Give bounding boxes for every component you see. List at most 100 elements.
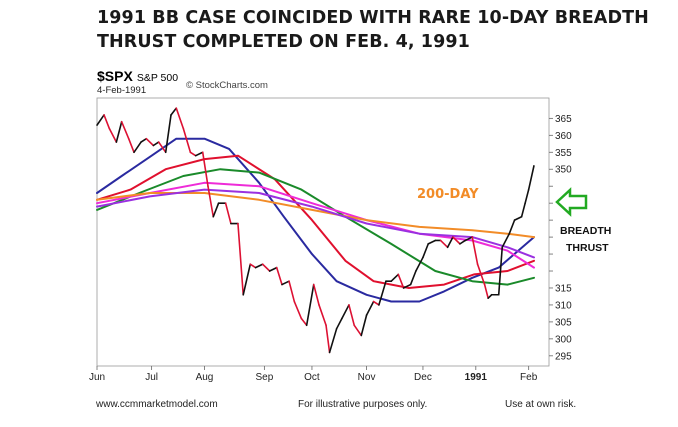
x-tick-label: Dec xyxy=(414,372,432,383)
footer-risk: Use at own risk. xyxy=(505,399,577,410)
price-segment xyxy=(365,300,375,316)
footer-website: www.ccmmarketmodel.com xyxy=(96,399,218,410)
price-segment xyxy=(224,202,232,225)
ma200-label: 200-DAY xyxy=(417,187,479,202)
x-tick-label: Aug xyxy=(196,372,214,383)
price-segment xyxy=(175,107,185,130)
price-segment xyxy=(397,273,405,289)
price-segment xyxy=(120,120,130,140)
plot-frame xyxy=(96,97,550,367)
price-segment xyxy=(96,114,105,126)
price-segment xyxy=(501,232,511,249)
price-segment xyxy=(268,266,278,272)
price-segment xyxy=(348,304,356,327)
price-segment xyxy=(328,327,338,354)
y-tick-label: 310 xyxy=(555,300,572,311)
price-segment xyxy=(409,270,417,286)
price-segment xyxy=(372,300,380,306)
price-segment xyxy=(527,165,535,191)
price-segment xyxy=(140,137,148,143)
price-segment xyxy=(459,239,467,245)
price-segment xyxy=(427,239,437,245)
price-segment xyxy=(145,137,155,147)
price-segment xyxy=(524,188,530,204)
headline-line-2: THRUST COMPLETED ON FEB. 4, 1991 xyxy=(97,32,470,52)
y-tick-label: 360 xyxy=(555,131,572,142)
price-segment xyxy=(115,120,123,143)
price-segment xyxy=(446,236,454,249)
price-segment xyxy=(464,236,474,242)
moving-average-line xyxy=(96,137,535,303)
x-tick-label: Jun xyxy=(89,372,105,383)
price-segment xyxy=(513,215,523,221)
price-segment xyxy=(170,107,178,116)
price-segment xyxy=(103,114,111,130)
price-segment xyxy=(261,263,271,272)
y-axis: 295 300 305 310 315 350 355 360 365 xyxy=(549,114,572,362)
footer-disclaimer: For illustrative purposes only. xyxy=(298,399,428,410)
price-segment xyxy=(157,141,167,154)
breadth-label: BREADTH xyxy=(560,225,611,237)
price-segment xyxy=(415,256,424,272)
moving-average-line xyxy=(96,181,535,269)
price-segment xyxy=(164,114,172,154)
price-segment xyxy=(471,236,479,266)
x-tick-label: Sep xyxy=(255,372,273,383)
breadth-thrust-arrow-icon xyxy=(555,187,588,217)
price-series xyxy=(96,107,535,354)
symbol-ticker: $SPX xyxy=(97,68,133,84)
thrust-label: THRUST xyxy=(566,242,609,254)
price-segment xyxy=(325,324,331,354)
price-segment xyxy=(390,273,400,282)
price-segment xyxy=(487,293,493,299)
price-segment xyxy=(133,141,142,154)
price-segment xyxy=(242,263,252,296)
price-segment xyxy=(237,222,245,296)
price-segment xyxy=(422,243,430,259)
price-segment xyxy=(439,239,449,249)
price-segment xyxy=(189,151,197,157)
moving-average-line xyxy=(96,168,535,286)
price-segment xyxy=(341,304,350,320)
symbol-name: S&P 500 xyxy=(136,72,179,84)
price-segment xyxy=(508,219,516,235)
y-tick-label: 300 xyxy=(555,334,572,345)
x-tick-label: 1991 xyxy=(465,372,488,383)
price-segment xyxy=(182,127,192,154)
x-tick-label: Feb xyxy=(520,372,538,383)
price-segment xyxy=(312,283,320,306)
price-segment xyxy=(378,280,387,306)
price-segment xyxy=(318,304,327,327)
headline-line-1: 1991 BB CASE COINCIDED WITH RARE 10-DAY … xyxy=(97,8,649,28)
price-segment xyxy=(300,317,308,327)
y-tick-label: 295 xyxy=(555,351,572,362)
price-segment xyxy=(360,314,368,337)
y-tick-label: 350 xyxy=(555,165,572,176)
price-segment xyxy=(402,283,412,289)
stockcharts-credit: © StockCharts.com xyxy=(186,80,268,91)
chart-date: 4-Feb-1991 xyxy=(97,85,147,96)
x-axis: Jun Jul Aug Sep Oct Nov Dec 1991 Feb xyxy=(89,366,538,383)
plot-area xyxy=(96,97,550,367)
price-segment xyxy=(194,151,204,157)
price-segment xyxy=(497,246,504,296)
price-segment xyxy=(305,283,315,327)
moving-average-line xyxy=(96,188,535,259)
y-tick-label: 355 xyxy=(555,148,572,159)
price-segment xyxy=(254,263,264,269)
y-tick-label: 365 xyxy=(555,114,572,125)
price-segment xyxy=(520,202,526,218)
headline: 1991 BB CASE COINCIDED WITH RARE 10-DAY … xyxy=(97,6,657,54)
price-segment xyxy=(201,151,209,188)
y-tick-label: 305 xyxy=(555,317,572,328)
price-segment xyxy=(127,137,135,154)
price-segment xyxy=(353,324,363,337)
x-tick-label: Jul xyxy=(145,372,158,383)
price-segment xyxy=(281,280,290,286)
x-tick-label: Nov xyxy=(358,372,376,383)
price-segment xyxy=(335,317,343,330)
price-segment xyxy=(483,283,489,299)
price-segment xyxy=(207,185,215,218)
x-tick-label: Oct xyxy=(304,372,320,383)
